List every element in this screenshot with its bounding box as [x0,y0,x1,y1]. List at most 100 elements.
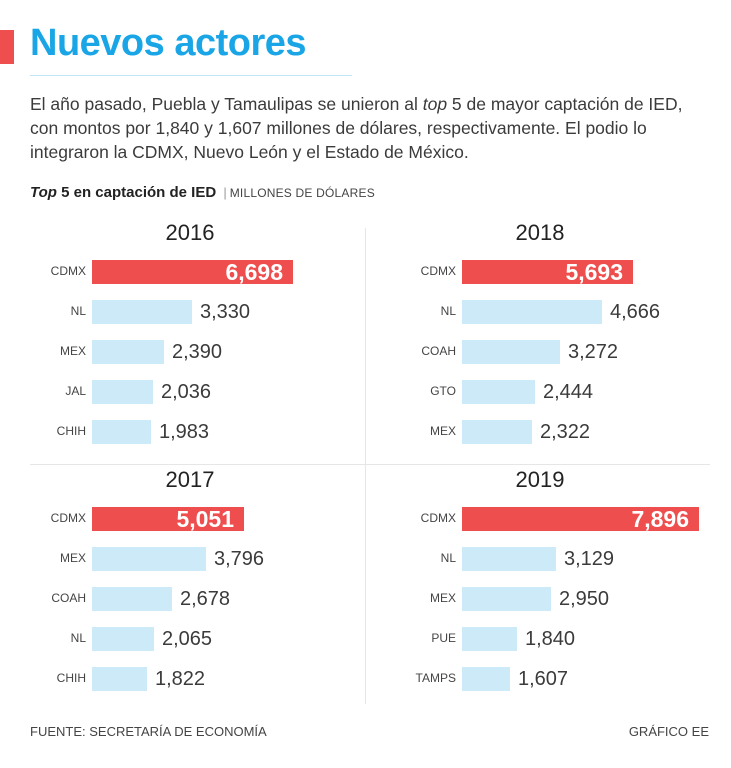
value-label: 3,129 [564,548,615,570]
bar [462,587,551,611]
chart-panel-2016: 2016 CDMX 6,698 NL 3,330 MEX 2,390 JAL 2,036 CHI… [0,220,340,456]
bar-row-cdmx: CDMX 5,693 [370,260,710,284]
panel-year: 2017 [165,467,215,492]
value-label: 3,272 [568,341,619,363]
category-label: JAL [65,384,86,398]
category-label: NL [70,304,86,318]
value-label: 2,322 [540,421,591,443]
category-label: GTO [430,384,456,398]
category-label: MEX [429,424,456,438]
value-label: 2,678 [180,588,231,610]
subtitle-top-label: Top [30,184,57,201]
panel-horizontal-divider [30,464,710,465]
intro-text-start: El año pasado, Puebla y Tamaulipas se un… [30,94,423,114]
panel-year: 2018 [515,220,565,245]
intro-italic-word: top [422,94,448,114]
category-label: MEX [59,551,86,565]
bar-row-cdmx: CDMX 5,051 [0,507,340,531]
value-label: 2,390 [172,341,223,363]
category-label: COAH [51,591,86,605]
value-label: 2,065 [162,628,213,650]
category-label: PUE [431,631,456,645]
bar-row-tamps: TAMPS 1,607 [370,667,710,691]
bar-row-chih: CHIH 1,822 [0,667,340,691]
panel-year: 2016 [165,220,215,245]
value-label: 1,822 [155,668,206,690]
page-title: Nuevos actores [30,22,307,64]
intro-paragraph: El año pasado, Puebla y Tamaulipas se un… [30,92,710,164]
subtitle-main: 5 en captación de IED [56,184,217,201]
title-accent-bar [0,30,14,64]
bar-row-mex: MEX 2,390 [0,340,340,364]
value-label: 1,840 [525,628,576,650]
chart-panel-2019: 2019 CDMX 7,896 NL 3,129 MEX 2,950 PUE 1,840 TAM… [370,467,710,703]
chart-subtitle: Top 5 en captación de IED | MILLONES DE D… [30,184,375,201]
value-label: 3,330 [200,301,251,323]
category-label: NL [70,631,86,645]
bar [462,380,535,404]
bar-row-nl: NL 3,129 [370,547,710,571]
bar [92,420,151,444]
panel-year: 2019 [515,467,565,492]
bar-row-nl: NL 3,330 [0,300,340,324]
category-label: NL [440,551,456,565]
chart-panel-2018: 2018 CDMX 5,693 NL 4,666 COAH 3,272 GTO 2,444 ME… [370,220,710,456]
bar [462,340,560,364]
bar-row-nl: NL 4,666 [370,300,710,324]
bar-highlight [92,260,293,284]
category-label: CDMX [50,264,86,278]
bar [92,667,147,691]
bar-row-jal: JAL 2,036 [0,380,340,404]
value-label: 2,950 [559,588,610,610]
bar-row-coah: COAH 3,272 [370,340,710,364]
title-divider [30,75,352,76]
value-label: 2,036 [161,381,212,403]
value-label: 7,896 [631,506,689,532]
bar [92,587,172,611]
bar [92,627,154,651]
value-label: 6,698 [225,259,283,285]
intro-text-end: 5 de mayor captación de IED, con montos … [30,94,683,162]
subtitle-units: MILLONES DE DÓLARES [229,186,375,200]
bar [92,547,206,571]
chart-panel-2017: 2017 CDMX 5,051 MEX 3,796 COAH 2,678 NL 2,065 CH… [0,467,340,703]
category-label: CHIH [56,671,86,685]
bar [462,627,517,651]
panel-vertical-divider [365,228,366,704]
bar [92,300,192,324]
bar-row-coah: COAH 2,678 [0,587,340,611]
category-label: CHIH [56,424,86,438]
bar [462,300,602,324]
category-label: MEX [429,591,456,605]
bar-row-pue: PUE 1,840 [370,627,710,651]
bar-highlight [462,507,699,531]
bar [462,420,532,444]
bar-row-mex: MEX 2,322 [370,420,710,444]
category-label: NL [440,304,456,318]
bar-row-chih: CHIH 1,983 [0,420,340,444]
source-note: FUENTE: SECRETARÍA DE ECONOMÍA [30,724,267,739]
bar-row-cdmx: CDMX 7,896 [370,507,710,531]
bar-row-nl: NL 2,065 [0,627,340,651]
category-label: MEX [59,344,86,358]
category-label: COAH [421,344,456,358]
bar-highlight [462,260,633,284]
bar [462,667,510,691]
bar [92,340,164,364]
value-label: 2,444 [543,381,594,403]
bar-highlight [92,507,244,531]
value-label: 3,796 [214,548,265,570]
category-label: CDMX [420,511,456,525]
bar-row-gto: GTO 2,444 [370,380,710,404]
category-label: CDMX [420,264,456,278]
bar-row-mex: MEX 3,796 [0,547,340,571]
value-label: 1,983 [159,421,210,443]
value-label: 5,693 [565,259,623,285]
bar-row-mex: MEX 2,950 [370,587,710,611]
subtitle-separator: | [223,185,227,200]
bar [92,380,153,404]
bar-row-cdmx: CDMX 6,698 [0,260,340,284]
graphic-credit: GRÁFICO EE [628,724,709,739]
value-label: 4,666 [610,301,661,323]
value-label: 1,607 [518,668,569,690]
